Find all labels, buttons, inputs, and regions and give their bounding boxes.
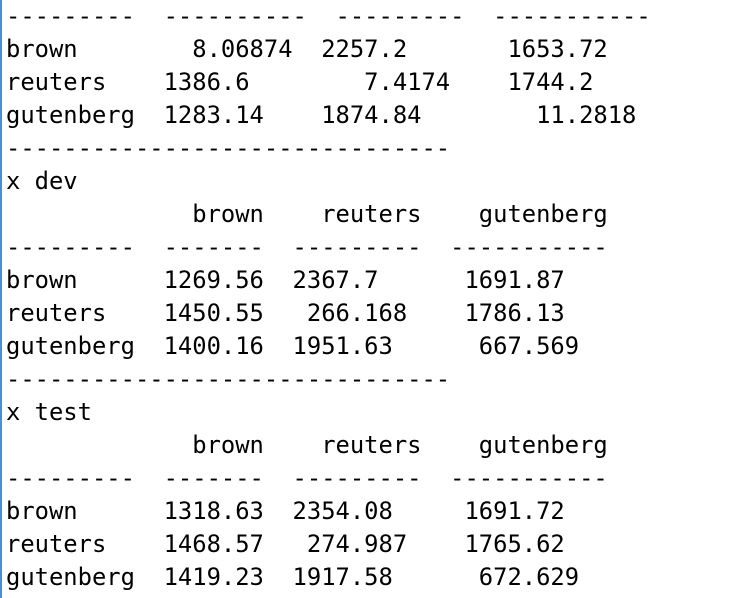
separator-line: --------- ------- --------- ----------- (6, 464, 608, 492)
console-line: reuters 1468.57 274.987 1765.62 (6, 530, 565, 558)
console-line: brown reuters gutenberg (6, 200, 608, 228)
console-line: brown 8.06874 2257.2 1653.72 (6, 35, 608, 63)
console-output[interactable]: --------- ---------- --------- ---------… (6, 0, 732, 598)
console-line: x dev (6, 167, 78, 195)
console-line: x test (6, 398, 92, 426)
separator-line: ------------------------------- (6, 134, 451, 162)
console-line: gutenberg 1400.16 1951.63 667.569 (6, 332, 580, 360)
separator-line: --------- ------- --------- ----------- (6, 233, 608, 261)
console-line: gutenberg 1283.14 1874.84 11.2818 (6, 101, 637, 129)
console-line: reuters 1450.55 266.168 1786.13 (6, 299, 565, 327)
console-line: brown reuters gutenberg (6, 431, 608, 459)
window-frame-border (0, 0, 2, 598)
console-line: brown 1318.63 2354.08 1691.72 (6, 497, 565, 525)
console-line: gutenberg 1419.23 1917.58 672.629 (6, 563, 580, 591)
separator-line: --------- ---------- --------- ---------… (6, 2, 651, 30)
separator-line: ------------------------------- (6, 365, 451, 393)
console-line: reuters 1386.6 7.4174 1744.2 (6, 68, 594, 96)
console-line: brown 1269.56 2367.7 1691.87 (6, 266, 565, 294)
